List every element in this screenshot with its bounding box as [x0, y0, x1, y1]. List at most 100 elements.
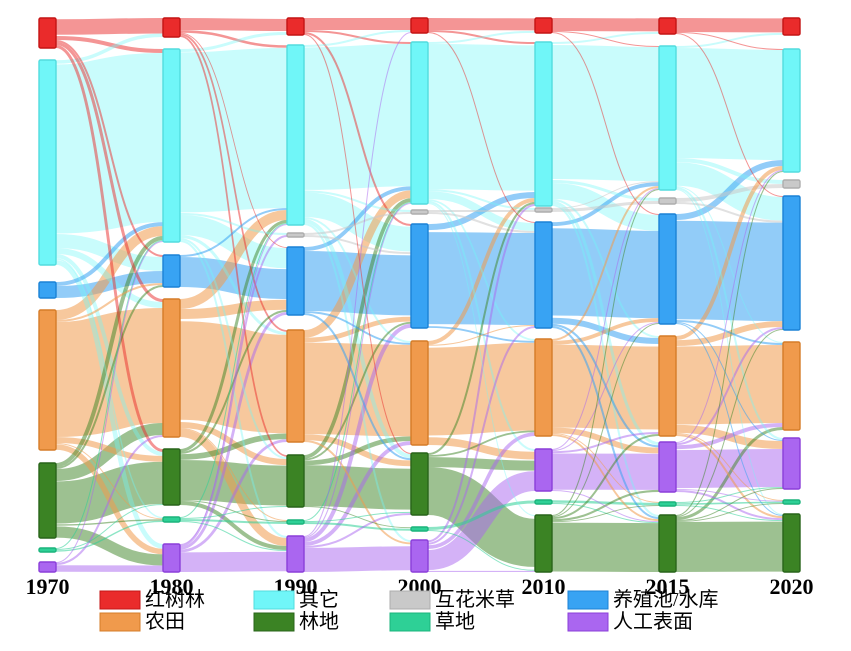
flow-G-to-C-2010	[551, 505, 660, 523]
flow-F-to-O-1970	[55, 226, 164, 320]
axis-labels-layer: 1970 1980 1990 2000 2010 2015 2020	[26, 574, 814, 599]
node-S-2020	[782, 179, 801, 189]
flow-M-to-O-1980	[179, 30, 288, 48]
flow-A-to-O-1980	[179, 224, 288, 545]
flow-M-to-M-1970	[55, 18, 164, 35]
legend-swatch-M	[99, 590, 141, 610]
flow-A-to-A-2000	[427, 471, 536, 571]
flow-P-to-G-2015	[675, 323, 784, 516]
flow-G-to-C-2015	[675, 503, 784, 522]
node-A-2015	[658, 441, 677, 493]
flow-A-to-M-1990	[303, 32, 412, 537]
flow-A-to-O-2000	[427, 204, 536, 543]
node-C-1970	[38, 547, 57, 553]
node-G-2000	[410, 452, 429, 516]
flow-C-to-O-1980	[179, 223, 288, 518]
flow-F-to-C-1970	[55, 443, 164, 520]
node-M-1980	[162, 17, 181, 38]
flow-G-to-O-2010	[551, 189, 660, 516]
node-S-2010	[534, 207, 553, 213]
flow-P-to-O-2015	[675, 160, 784, 220]
flow-O-to-G-2010	[551, 204, 660, 517]
flow-G-to-G-1970	[55, 461, 164, 524]
legend-swatch-O	[253, 590, 295, 610]
flow-C-to-O-1970	[55, 240, 164, 549]
node-O-1980	[162, 48, 181, 243]
flow-O-to-M-2010	[551, 31, 660, 44]
node-M-1990	[286, 17, 305, 36]
node-M-2000	[410, 17, 429, 34]
flow-C-to-G-1970	[55, 504, 164, 550]
flow-M-to-P-2000	[427, 32, 536, 223]
flow-P-to-O-1990	[303, 186, 412, 251]
flow-O-to-G-1980	[179, 238, 288, 460]
flow-M-to-F-1980	[179, 33, 288, 332]
flow-O-to-O-1990	[303, 43, 412, 190]
node-G-2010	[534, 514, 553, 573]
node-O-1970	[38, 59, 57, 266]
flow-O-to-F-2010	[551, 199, 660, 338]
legend-swatch-C	[389, 612, 431, 632]
flow-A-to-F-1970	[55, 435, 164, 565]
flow-C-to-C-2000	[427, 500, 536, 530]
flow-G-to-F-2000	[427, 430, 536, 457]
flow-F-to-G-1980	[179, 422, 288, 466]
flow-O-to-F-1980	[179, 235, 288, 335]
legend-item-A: 人工表面	[567, 610, 693, 633]
node-C-2020	[782, 499, 801, 505]
flow-O-to-O-2015	[675, 48, 784, 160]
flow-F-to-P-2000	[427, 325, 536, 346]
node-F-2000	[410, 340, 429, 446]
flow-P-to-P-1980	[179, 257, 288, 300]
flow-S-to-S-2015	[675, 184, 784, 202]
flow-O-to-A-1990	[303, 223, 412, 543]
legend-swatch-P	[567, 590, 609, 610]
flow-A-to-A-2015	[675, 449, 784, 489]
flow-G-to-F-1990	[303, 436, 412, 466]
flow-O-to-F-2015	[675, 186, 784, 343]
flow-G-to-P-1970	[55, 285, 164, 469]
flow-P-to-P-2015	[675, 220, 784, 322]
flow-A-to-O-1990	[303, 203, 412, 538]
flow-G-to-P-2015	[675, 329, 784, 517]
flow-F-to-O-2010	[551, 186, 660, 341]
legend-item-G: 林地	[253, 610, 339, 633]
flow-A-to-A-1980	[179, 551, 288, 572]
legend-label-S: 互花米草	[435, 588, 515, 611]
flow-O-to-F-1970	[55, 248, 164, 308]
flow-O-to-F-2000	[427, 199, 536, 341]
flow-O-to-M-1980	[179, 32, 288, 52]
legend-item-O: 其它	[253, 588, 339, 611]
axis-label-1970: 1970	[26, 574, 70, 599]
flow-P-to-O-1980	[179, 208, 288, 257]
node-C-1980	[162, 516, 181, 523]
node-O-2020	[782, 48, 801, 173]
node-M-2015	[658, 17, 677, 35]
flow-G-to-A-2000	[427, 457, 536, 471]
node-O-2015	[658, 45, 677, 191]
node-G-1980	[162, 448, 181, 506]
node-O-2000	[410, 41, 429, 205]
flow-F-to-A-1990	[303, 440, 412, 545]
node-A-2010	[534, 448, 553, 492]
flow-M-to-P-2015	[675, 33, 784, 197]
flow-M-to-O-2015	[675, 32, 784, 50]
node-P-2020	[782, 195, 801, 331]
flow-C-to-G-1980	[179, 506, 288, 519]
nodes-layer	[38, 17, 801, 573]
node-A-2000	[410, 539, 429, 573]
flow-M-to-F-1970	[55, 42, 164, 302]
flow-P-to-A-2015	[675, 322, 784, 441]
node-F-1990	[286, 329, 305, 443]
flow-F-to-F-1980	[178, 321, 289, 434]
legend-item-C: 草地	[389, 610, 475, 633]
flow-P-to-F-2015	[675, 320, 784, 345]
flow-G-to-F-2010	[551, 434, 660, 520]
flow-M-to-P-2010	[551, 32, 660, 215]
flow-A-to-G-1990	[303, 513, 412, 548]
legend-item-M: 红树林	[99, 588, 205, 611]
legend-swatch-S	[389, 590, 431, 610]
flow-G-to-G-1990	[303, 465, 412, 510]
flow-G-to-A-2015	[675, 488, 784, 521]
